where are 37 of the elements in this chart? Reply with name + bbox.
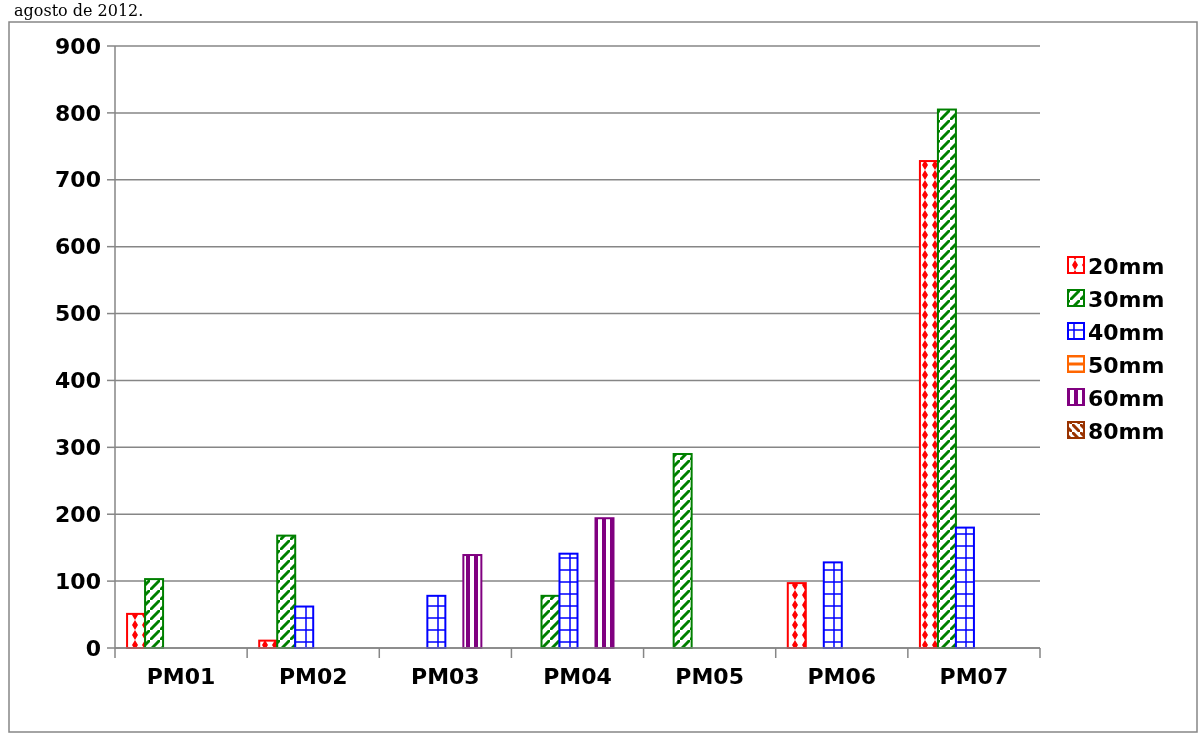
bar bbox=[144, 578, 165, 649]
y-tick-label: 300 bbox=[55, 435, 101, 461]
x-tick-label: PM02 bbox=[278, 664, 348, 689]
bar bbox=[672, 453, 693, 649]
y-tick-label: 0 bbox=[85, 635, 101, 661]
legend-label: 20mm bbox=[1088, 253, 1165, 279]
bar bbox=[786, 582, 807, 649]
legend-label: 30mm bbox=[1088, 286, 1165, 312]
bar bbox=[294, 605, 315, 649]
x-tick-label: PM06 bbox=[807, 664, 877, 689]
legend-label: 50mm bbox=[1088, 352, 1165, 378]
bar bbox=[936, 108, 957, 649]
legend-label: 60mm bbox=[1088, 385, 1165, 411]
bar bbox=[276, 534, 297, 649]
text: agosto de 2012. bbox=[14, 1, 144, 20]
legend-label: 80mm bbox=[1088, 418, 1165, 444]
y-tick-label: 600 bbox=[55, 234, 101, 260]
legend-label: 40mm bbox=[1088, 319, 1165, 345]
bar bbox=[822, 561, 843, 649]
x-tick-label: PM05 bbox=[675, 664, 744, 689]
x-tick-label: PM07 bbox=[939, 664, 1009, 689]
bar bbox=[558, 552, 579, 649]
bar bbox=[918, 160, 939, 649]
y-tick-label: 700 bbox=[55, 167, 101, 193]
y-tick-label: 100 bbox=[55, 568, 101, 594]
y-tick-label: 500 bbox=[55, 301, 101, 327]
bar bbox=[426, 594, 447, 649]
x-tick-label: PM03 bbox=[411, 664, 480, 689]
y-tick-label: 900 bbox=[55, 33, 101, 59]
x-tick-label: PM04 bbox=[543, 664, 612, 689]
y-tick-label: 200 bbox=[55, 501, 101, 527]
bar bbox=[594, 517, 615, 649]
bar bbox=[462, 554, 483, 649]
y-tick-label: 400 bbox=[55, 368, 101, 394]
bar bbox=[954, 526, 975, 649]
y-tick-label: 800 bbox=[55, 100, 101, 126]
x-tick-label: PM01 bbox=[146, 664, 216, 689]
